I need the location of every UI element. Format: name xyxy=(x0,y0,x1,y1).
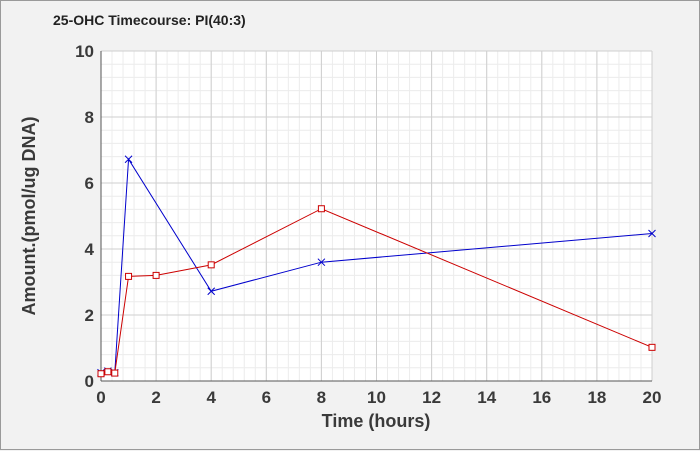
x-axis-label: Time (hours) xyxy=(322,411,431,431)
x-tick-label: 18 xyxy=(587,388,606,407)
x-tick-label: 16 xyxy=(532,388,551,407)
axes xyxy=(100,51,652,382)
x-tick-labels: 0 2 4 6 8 10 12 14 16 18 20 xyxy=(96,388,661,407)
data-point-x-marker xyxy=(207,287,216,296)
x-tick-label: 10 xyxy=(367,388,386,407)
y-tick-label: 0 xyxy=(85,372,94,391)
x-tick-label: 0 xyxy=(96,388,105,407)
y-tick-labels: 0 2 4 6 8 10 xyxy=(75,42,94,391)
x-tick-label: 6 xyxy=(262,388,271,407)
data-point-square-marker xyxy=(152,271,160,279)
y-axis-label: Amount.(pmol/ug DNA) xyxy=(19,117,39,316)
data-point-square-marker xyxy=(97,370,105,378)
x-tick-label: 2 xyxy=(151,388,160,407)
x-tick-label: 4 xyxy=(206,388,216,407)
x-tick-label: 12 xyxy=(422,388,441,407)
data-point-square-marker xyxy=(317,205,325,213)
y-tick-label: 6 xyxy=(85,174,94,193)
data-point-square-marker xyxy=(207,261,215,269)
data-point-x-marker xyxy=(648,229,656,238)
y-tick-label: 8 xyxy=(85,108,94,127)
y-tick-label: 2 xyxy=(85,306,94,325)
data-point-square-marker xyxy=(648,343,656,351)
chart-title: 25-OHC Timecourse: PI(40:3) xyxy=(53,12,246,28)
x-tick-label: 14 xyxy=(477,388,496,407)
x-tick-label: 20 xyxy=(643,388,662,407)
y-tick-label: 10 xyxy=(75,42,94,61)
x-tick-label: 8 xyxy=(317,388,326,407)
grid xyxy=(100,50,653,382)
data-point-x-marker xyxy=(317,258,326,267)
y-tick-label: 4 xyxy=(85,240,95,259)
data-point-square-marker xyxy=(111,369,119,377)
data-point-x-marker xyxy=(124,155,133,164)
data-point-square-marker xyxy=(104,368,112,376)
series-group xyxy=(97,155,656,378)
data-point-square-marker xyxy=(125,272,133,280)
